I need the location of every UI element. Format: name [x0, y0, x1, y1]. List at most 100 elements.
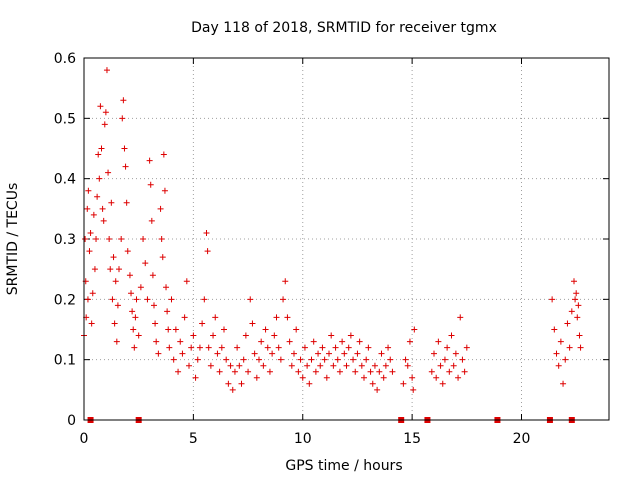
data-point	[437, 362, 444, 369]
data-point	[264, 344, 271, 351]
data-point	[260, 362, 267, 369]
data-point	[105, 169, 112, 176]
data-point	[205, 344, 212, 351]
axis-ticks: 0 0.1 0.2 0.3 0.4 0.5 0.6 0 5 10 15 20	[54, 51, 609, 447]
data-point	[557, 338, 564, 345]
data-point	[175, 368, 182, 375]
data-point	[114, 302, 121, 309]
data-point	[365, 344, 372, 351]
data-point	[116, 266, 122, 273]
data-point	[212, 314, 219, 321]
data-point	[225, 380, 232, 387]
data-point	[135, 332, 142, 339]
data-point	[240, 356, 247, 363]
data-point	[341, 350, 348, 357]
data-point	[192, 374, 199, 381]
data-point	[153, 338, 160, 345]
data-point	[310, 338, 317, 345]
data-point	[204, 248, 211, 255]
data-point	[177, 338, 184, 345]
data-point	[118, 236, 125, 242]
data-point	[97, 103, 104, 110]
data-point	[194, 356, 201, 363]
data-point	[149, 272, 156, 279]
data-point	[101, 121, 108, 128]
data-point	[88, 320, 95, 327]
data-point	[89, 290, 96, 297]
data-point	[168, 296, 175, 303]
data-point	[214, 350, 221, 357]
data-point	[284, 314, 291, 321]
data-point	[247, 296, 254, 303]
data-point	[90, 211, 97, 218]
data-point	[128, 290, 135, 297]
data-point	[172, 326, 179, 333]
data-point	[406, 338, 413, 345]
data-point	[319, 344, 326, 351]
data-point	[308, 356, 315, 363]
data-point	[273, 314, 280, 321]
data-point	[352, 368, 359, 375]
data-point	[236, 362, 243, 369]
data-point	[157, 205, 164, 212]
data-point	[148, 217, 155, 224]
data-point	[100, 217, 107, 224]
data-point	[564, 320, 571, 327]
data-point	[463, 344, 470, 351]
data-point	[158, 236, 165, 242]
data-point	[140, 236, 147, 242]
data-point	[385, 344, 392, 351]
data-point	[84, 296, 91, 303]
data-point	[560, 380, 567, 387]
data-point	[196, 344, 203, 351]
data-point	[166, 344, 173, 351]
data-point	[165, 326, 172, 333]
data-point	[317, 362, 324, 369]
data-point	[291, 350, 297, 357]
data-point	[378, 350, 385, 357]
data-point	[130, 326, 137, 333]
data-point	[334, 356, 341, 363]
x-tick-label: 20	[513, 431, 531, 447]
data-point	[369, 380, 376, 387]
data-point	[402, 356, 409, 363]
data-point	[132, 314, 139, 321]
data-point	[147, 181, 154, 188]
data-point	[461, 368, 468, 375]
data-point	[164, 308, 171, 315]
data-point	[155, 350, 162, 357]
data-point	[137, 284, 144, 291]
data-point	[555, 362, 562, 369]
data-point	[221, 326, 227, 333]
data-point	[186, 362, 192, 369]
data-point	[304, 362, 311, 369]
data-point	[271, 332, 278, 339]
data-point	[571, 278, 577, 285]
data-point	[256, 356, 262, 363]
data-point	[126, 272, 133, 279]
x-tick-label: 10	[294, 431, 312, 447]
data-point	[163, 284, 170, 291]
data-point	[288, 362, 295, 369]
data-point	[201, 296, 208, 303]
data-points	[81, 67, 584, 423]
data-point	[380, 374, 387, 381]
data-point	[120, 97, 127, 104]
data-point	[131, 344, 138, 351]
data-point	[102, 109, 109, 116]
data-point	[95, 151, 102, 158]
grid	[84, 58, 609, 420]
data-point	[433, 374, 440, 381]
data-point	[356, 338, 363, 345]
data-point	[238, 380, 245, 387]
data-point	[553, 350, 560, 357]
data-point	[159, 254, 166, 261]
data-point	[249, 320, 256, 327]
data-point	[574, 314, 581, 321]
data-point	[262, 326, 269, 333]
data-point	[306, 380, 313, 387]
data-point	[371, 362, 378, 369]
data-point	[326, 350, 332, 357]
data-point	[91, 266, 98, 273]
data-point	[183, 278, 190, 285]
